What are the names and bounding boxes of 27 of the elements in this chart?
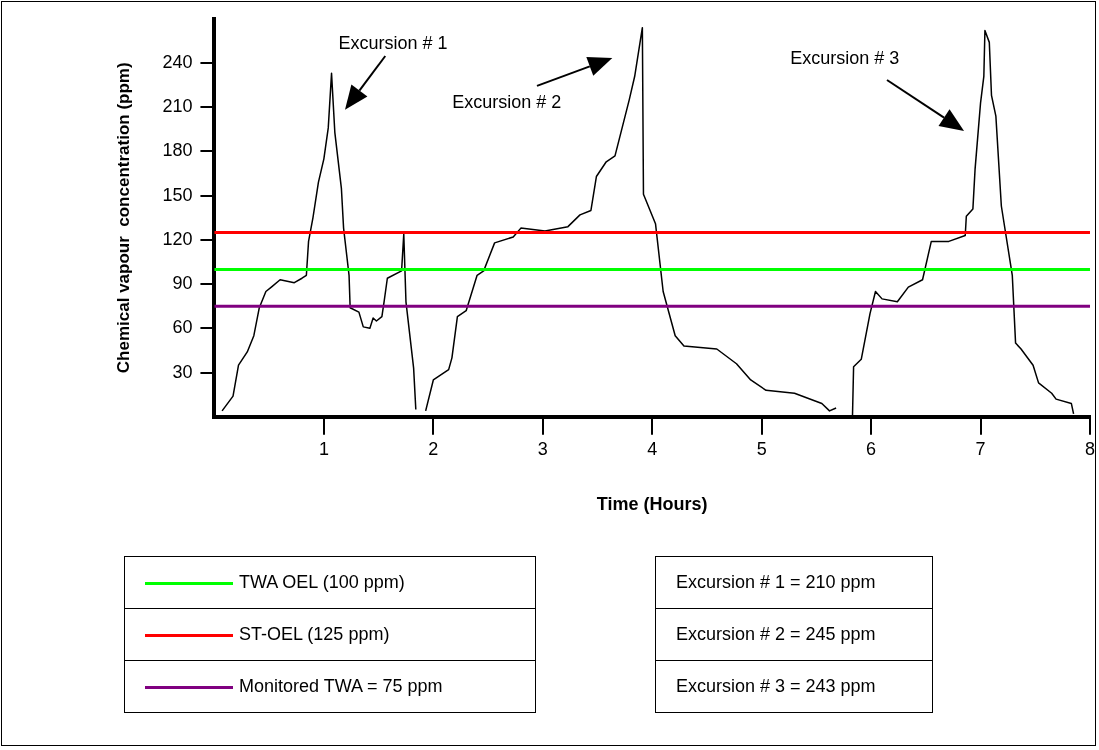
x-tick-label: 5 [756,438,767,459]
y-tick-label: 30 [172,361,193,382]
y-tick-label: 60 [172,317,193,338]
annotation: Excursion # 1 [338,32,448,54]
annotation: Excursion # 2 [452,91,562,113]
x-tick-label: 1 [318,438,329,459]
y-tick-label: 150 [162,184,193,205]
y-axis-title: Chemical vapour concentration (ppm) [113,62,133,374]
y-tick-label: 240 [162,51,193,72]
legend-label: ST-OEL (125 ppm) [239,624,390,644]
x-tick-label: 3 [537,438,548,459]
text: Excursion # 1 = 210 ppm [655,556,933,609]
x-tick-label: 2 [428,438,439,459]
y-tick-label: 90 [172,273,193,294]
x-tick-label: 8 [1084,438,1095,459]
annotation: Excursion # 3 [790,47,900,69]
y-tick-label: 210 [162,96,193,117]
y-tick-label: 120 [162,228,193,249]
legend-label: TWA OEL (100 ppm) [239,572,405,592]
legend-label: Monitored TWA = 75 ppm [239,676,443,696]
x-axis-title: Time (Hours) [596,494,708,515]
text: Excursion # 2 = 245 ppm [655,608,933,661]
x-tick-label: 7 [975,438,986,459]
x-tick-label: 6 [866,438,877,459]
y-tick-label: 180 [162,140,193,161]
x-tick-label: 4 [647,438,658,459]
text: Excursion # 3 = 243 ppm [655,660,933,713]
